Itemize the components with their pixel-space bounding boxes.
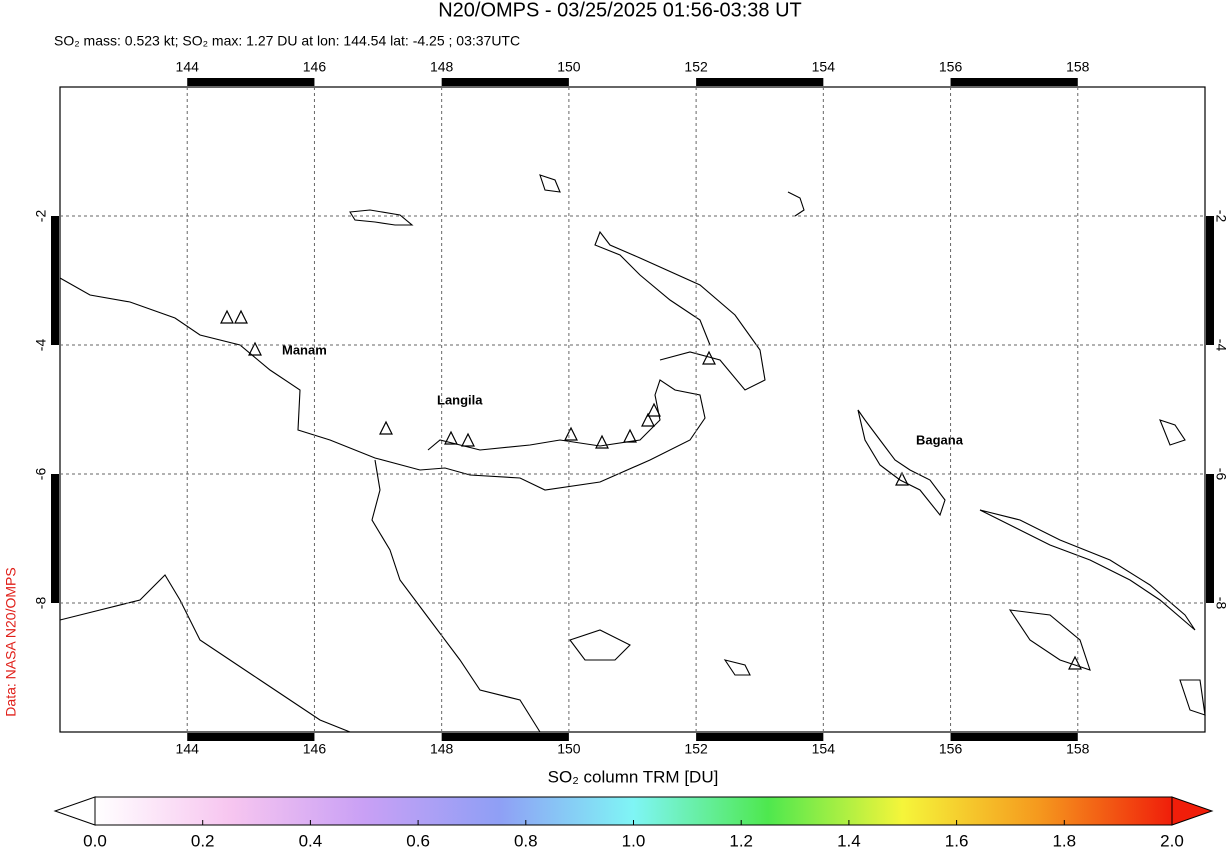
x-tick-label: 146 [303, 741, 327, 757]
title: N20/OMPS - 03/25/2025 01:56-03:38 UT [438, 0, 802, 21]
coast [349, 209, 414, 226]
border-bar [950, 78, 1078, 86]
border-bar [187, 78, 315, 86]
x-tick-label: 156 [939, 741, 963, 757]
volcano-label: Bagana [916, 432, 964, 447]
x-tick-label: 154 [812, 59, 836, 75]
x-tick-label: 150 [557, 741, 581, 757]
border-bar [696, 733, 824, 741]
y-tick-label: -2 [1213, 210, 1229, 223]
border-bar [441, 78, 569, 86]
colorbar-tick-label: 0.8 [514, 831, 538, 850]
colorbar-tick-label: 1.2 [729, 831, 753, 850]
border-bar [1206, 216, 1214, 345]
x-tick-label: 158 [1066, 59, 1090, 75]
colorbar-tick-label: 0.6 [406, 831, 430, 850]
border-bar [51, 216, 59, 345]
colorbar-tick-label: 1.8 [1052, 831, 1076, 850]
border-bar [187, 733, 315, 741]
x-tick-label: 154 [812, 741, 836, 757]
coast [59, 277, 706, 491]
colorbar-tick-label: 0.4 [299, 831, 323, 850]
border-bar [51, 474, 59, 603]
colorbar-label: SO₂ column TRM [DU] [548, 767, 719, 786]
volcano-label: Langila [437, 392, 483, 407]
border-bar [1206, 474, 1214, 603]
colorbar-tick-label: 0.0 [83, 831, 107, 850]
y-tick-label: -4 [33, 339, 49, 352]
subtitle: SO₂ mass: 0.523 kt; SO₂ max: 1.27 DU at … [54, 33, 520, 49]
coast [59, 574, 351, 733]
colorbar-end [1171, 796, 1214, 826]
y-tick-label: -2 [33, 210, 49, 223]
colorbar-tick-label: 1.4 [837, 831, 861, 850]
coast [594, 230, 766, 391]
coast [857, 409, 946, 517]
x-tick-label: 156 [939, 59, 963, 75]
coastlines [59, 174, 1206, 733]
y-tick-label: -8 [33, 597, 49, 610]
border-bar [696, 78, 824, 86]
colorbar-tick-label: 2.0 [1160, 831, 1184, 850]
x-tick-label: 146 [303, 59, 327, 75]
volcano [220, 309, 1082, 670]
y-tick-label: -8 [1213, 597, 1229, 610]
x-tick-label: 144 [176, 59, 200, 75]
coast [979, 509, 1196, 631]
colorbar-tick-label: 1.0 [622, 831, 646, 850]
colorbar-tick-label: 0.2 [191, 831, 215, 850]
border-bar [441, 733, 569, 741]
x-tick-label: 144 [176, 741, 200, 757]
x-tick-label: 150 [557, 59, 581, 75]
border-bar [950, 733, 1078, 741]
y-tick-label: -6 [33, 468, 49, 481]
x-tick-label: 148 [430, 741, 454, 757]
x-tick-label: 152 [684, 741, 708, 757]
x-tick-label: 152 [684, 59, 708, 75]
coast [539, 174, 805, 217]
coast [569, 629, 631, 661]
map-frame [59, 86, 1206, 733]
coast [723, 419, 1206, 716]
colorbar-end [53, 796, 96, 826]
x-tick-label: 158 [1066, 741, 1090, 757]
volcano-label: Manam [282, 342, 327, 357]
y-tick-label: -4 [1213, 339, 1229, 352]
volcanoes: Manam Langila Bagana [220, 309, 1082, 670]
coast [1008, 609, 1091, 671]
credit: Data: NASA N20/OMPS [3, 567, 19, 716]
colorbar-tick-label: 1.6 [945, 831, 969, 850]
x-tick-label: 148 [430, 59, 454, 75]
y-tick-label: -6 [1213, 468, 1229, 481]
coast [371, 459, 541, 733]
